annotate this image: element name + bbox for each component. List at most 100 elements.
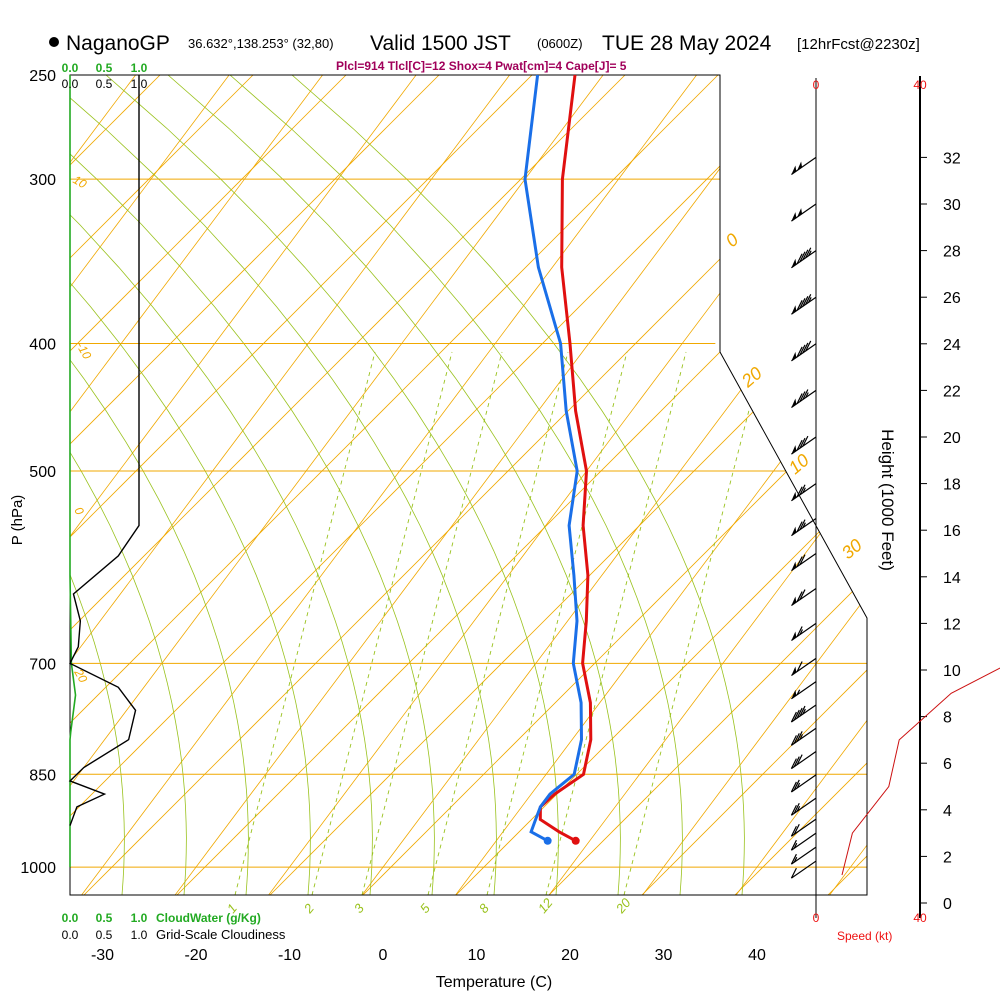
height-tick-label: 32	[943, 150, 961, 167]
speed-tick-top: 0	[813, 78, 820, 92]
wind-barb	[791, 622, 817, 641]
cloud-water-tick-bottom: 0.0	[62, 911, 79, 925]
wind-barb	[791, 203, 817, 222]
cloud-water-tick-top: 0.0	[62, 61, 79, 75]
wind-barb	[790, 751, 817, 770]
cloud-water-tick-top: 1.0	[131, 61, 148, 75]
dry-adiabat-label: 10	[71, 172, 90, 191]
y-tick-label: 250	[29, 68, 56, 85]
cloudiness-tick-top: 0.5	[96, 77, 113, 91]
y-tick-label: 700	[29, 656, 56, 673]
height-tick-label: 18	[943, 477, 961, 494]
wind-barb	[791, 340, 817, 362]
wind-barb	[791, 553, 817, 572]
x-tick-label: -10	[278, 947, 301, 964]
cloud-water-line	[69, 75, 77, 868]
y-tick-label: 500	[29, 464, 56, 481]
x-tick-label: 30	[655, 947, 673, 964]
surface-dewpoint-dot	[543, 836, 552, 845]
wind-barb	[790, 774, 817, 793]
mixing-ratio-label: 3	[351, 900, 368, 916]
dry-adiabat-label: 0	[722, 229, 743, 251]
cloudiness-tick-top: 0.0	[62, 77, 79, 91]
wind-barb	[790, 846, 817, 865]
wind-barb	[790, 704, 817, 723]
cloudiness-tick-bottom: 1.0	[131, 928, 148, 942]
height-tick-label: 24	[943, 337, 961, 354]
y-tick-label: 400	[29, 337, 56, 354]
x-tick-label: 10	[468, 947, 486, 964]
wind-barb	[790, 727, 817, 746]
wind-barb	[791, 247, 817, 269]
station-name: NaganoGP	[66, 32, 170, 55]
valid-time: Valid 1500 JST	[370, 32, 511, 55]
dry-adiabat-label: 30	[838, 535, 866, 563]
y-tick-label: 1000	[20, 860, 56, 877]
station-coords: 36.632°,138.253° (32,80)	[188, 36, 334, 51]
height-tick-label: 22	[943, 383, 961, 400]
height-tick-label: 0	[943, 896, 952, 913]
wind-barb	[791, 587, 817, 607]
y-tick-label: 300	[29, 172, 56, 189]
height-tick-label: 30	[943, 197, 961, 214]
dry-adiabat-label: 10	[785, 450, 813, 478]
wind-speed-line	[841, 667, 1000, 876]
wind-barb	[791, 657, 817, 676]
isobars	[70, 74, 867, 868]
wind-barb	[790, 797, 817, 816]
wind-barb	[791, 156, 817, 175]
mixing-ratio-label: 5	[417, 900, 434, 916]
dry-adiabat-label: 20	[737, 363, 766, 392]
cloudiness-line	[68, 75, 140, 826]
height-tick-label: 10	[943, 663, 961, 680]
cloudiness-tick-bottom: 0.0	[62, 928, 79, 942]
height-tick-label: 14	[943, 570, 961, 587]
mixing-ratio-label: 8	[476, 900, 493, 916]
speed-tick-bottom: 0	[813, 911, 820, 925]
height-tick-label: 12	[943, 616, 961, 633]
cloud-water-label: CloudWater (g/Kg)	[156, 911, 261, 925]
mixing-ratio-label: 20	[612, 895, 634, 917]
cloudiness-tick-top: 1.0	[131, 77, 148, 91]
height-tick-label: 26	[943, 290, 961, 307]
wind-barb	[791, 294, 817, 315]
utc-time: (0600Z)	[537, 36, 583, 51]
height-tick-label: 2	[943, 849, 952, 866]
cloudiness-label: Grid-Scale Cloudiness	[156, 927, 286, 942]
cloud-water-tick-bottom: 1.0	[131, 911, 148, 925]
height-tick-label: 20	[943, 430, 961, 447]
y-tick-label: 850	[29, 767, 56, 784]
height-tick-label: 6	[943, 756, 952, 773]
x-tick-label: -30	[91, 947, 114, 964]
profiles	[68, 74, 593, 868]
height-axis-title: Height (1000 Feet)	[878, 429, 897, 571]
wind-barb	[791, 389, 817, 408]
speed-label: Speed (kt)	[837, 929, 892, 943]
speed-tick-top: 40	[913, 78, 927, 92]
y-axis-title: P (hPa)	[9, 495, 26, 546]
wind-barb	[791, 435, 817, 455]
cloudiness-tick-bottom: 0.5	[96, 928, 113, 942]
plot-frame	[69, 74, 868, 896]
height-tick-label: 16	[943, 523, 961, 540]
x-tick-label: -20	[184, 947, 207, 964]
wind-panel: 0246810121416182022242628303200404080801…	[790, 78, 1000, 925]
forecast-run: [12hrFcst@2230z]	[797, 36, 920, 53]
wind-barb	[790, 818, 817, 837]
height-tick-label: 8	[943, 710, 952, 727]
dry-adiabat-label: 20	[71, 666, 90, 686]
surface-temperature-dot	[571, 836, 580, 845]
dry-adiabat-label: -10	[73, 340, 94, 362]
dewpoint-line	[523, 74, 584, 843]
wind-barb	[790, 832, 817, 851]
stability-indices: Plcl=914 Tlcl[C]=12 Shox=4 Pwat[cm]=4 Ca…	[336, 59, 627, 73]
x-tick-label: 0	[379, 947, 388, 964]
forecast-date: TUE 28 May 2024	[602, 32, 772, 55]
cloud-water-tick-top: 0.5	[96, 61, 113, 75]
mixing-ratio-label: 12	[535, 895, 556, 916]
x-tick-label: 20	[561, 947, 579, 964]
x-axis-title: Temperature (C)	[436, 974, 552, 991]
